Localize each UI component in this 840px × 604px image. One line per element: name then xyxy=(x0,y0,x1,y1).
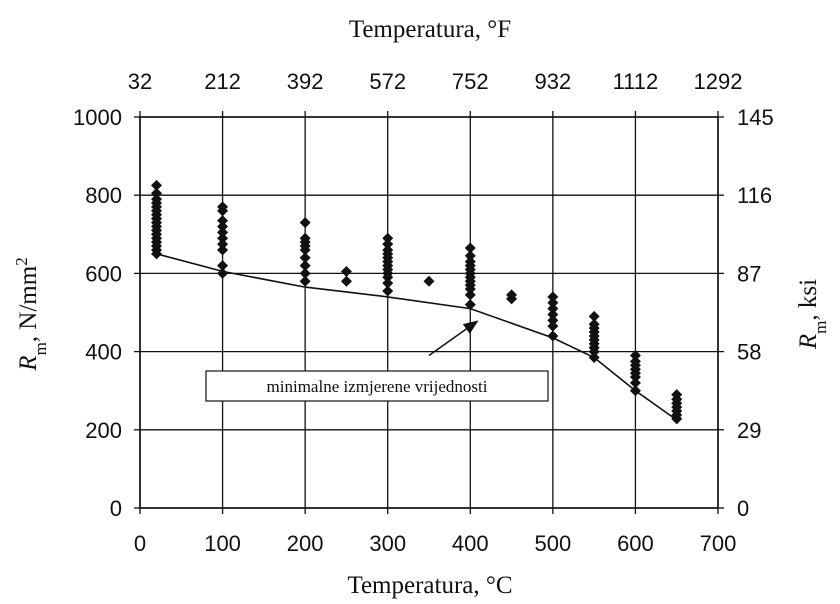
annotation-arrow-line xyxy=(428,328,467,357)
data-point xyxy=(217,232,229,244)
left-axis-title: Rm, N/mm2 xyxy=(12,257,50,371)
x-top-tick-label: 392 xyxy=(287,69,324,94)
data-point xyxy=(382,232,394,244)
x-top-tick-label: 1112 xyxy=(613,69,659,94)
data-point xyxy=(299,260,311,272)
x-top-tick-label: 752 xyxy=(452,69,489,94)
data-point xyxy=(588,346,600,358)
data-point xyxy=(629,371,641,383)
data-point xyxy=(547,303,559,315)
x-tick-label: 700 xyxy=(700,531,737,556)
annotation-arrowhead xyxy=(462,320,479,334)
y-tick-label: 0 xyxy=(110,496,122,521)
data-point xyxy=(588,310,600,322)
data-point xyxy=(340,265,352,277)
data-point xyxy=(629,377,641,389)
y-right-tick-label: 116 xyxy=(737,183,772,208)
x-tick-label: 500 xyxy=(534,531,571,556)
x-tick-label: 400 xyxy=(452,531,489,556)
data-point xyxy=(547,330,559,342)
grid xyxy=(134,111,724,514)
data-point xyxy=(217,267,229,279)
data-point xyxy=(382,277,394,289)
data-point xyxy=(547,291,559,303)
data-point xyxy=(588,351,600,363)
x-tick-label: 100 xyxy=(204,531,241,556)
y-right-tick-label: 0 xyxy=(737,496,749,521)
y-right-tick-label: 145 xyxy=(737,105,774,130)
data-point xyxy=(217,238,229,250)
plot-frame xyxy=(139,116,719,509)
x-top-tick-label: 1292 xyxy=(694,69,743,94)
y-tick-label: 600 xyxy=(85,261,122,286)
y-right-tick-label: 87 xyxy=(737,261,761,286)
data-point xyxy=(423,275,435,287)
x-tick-label: 300 xyxy=(369,531,406,556)
data-point xyxy=(382,238,394,250)
data-point xyxy=(464,283,476,295)
right-axis-title: Rm, ksi xyxy=(795,279,830,350)
x-top-tick-label: 572 xyxy=(369,69,406,94)
series xyxy=(151,179,683,425)
data-point xyxy=(671,413,683,425)
tick-labels: 0 100 200 300 400 500 600 700 32 212 392 572 752 932 1… xyxy=(73,69,774,556)
data-point xyxy=(151,187,163,199)
annotation-text: minimalne izmjerene vrijednosti xyxy=(267,377,488,396)
data-point xyxy=(217,215,229,227)
data-point xyxy=(547,320,559,332)
x-top-tick-label: 212 xyxy=(204,69,241,94)
data-point xyxy=(217,220,229,232)
data-point xyxy=(299,267,311,279)
data-point xyxy=(629,385,641,397)
data-point xyxy=(464,250,476,262)
data-point xyxy=(151,179,163,191)
data-point xyxy=(151,248,163,260)
y-right-tick-label: 58 xyxy=(737,340,761,365)
data-point xyxy=(217,244,229,256)
y-tick-label: 400 xyxy=(85,340,122,365)
x-top-tick-label: 932 xyxy=(534,69,571,94)
data-point xyxy=(464,242,476,254)
bottom-axis-title: Temperatura, °C xyxy=(347,572,512,599)
y-tick-label: 800 xyxy=(85,183,122,208)
data-point xyxy=(464,299,476,311)
data-point xyxy=(217,260,229,272)
data-point xyxy=(299,252,311,264)
x-tick-label: 200 xyxy=(287,531,324,556)
data-point xyxy=(547,308,559,320)
x-top-tick-label: 32 xyxy=(128,69,152,94)
data-point xyxy=(299,275,311,287)
data-point xyxy=(629,350,641,362)
data-point xyxy=(340,275,352,287)
data-point xyxy=(382,271,394,283)
data-point xyxy=(547,314,559,326)
data-point xyxy=(464,289,476,301)
top-axis-title: Temperatura, °F xyxy=(349,16,511,43)
data-point xyxy=(217,205,229,217)
data-point xyxy=(299,244,311,256)
data-point xyxy=(547,297,559,309)
data-point xyxy=(299,217,311,229)
y-tick-label: 1000 xyxy=(73,105,122,130)
annotation: minimalne izmjerene vrijednosti xyxy=(205,370,549,402)
y-right-tick-label: 29 xyxy=(737,418,761,443)
x-tick-label: 0 xyxy=(134,531,146,556)
annotation-box xyxy=(205,370,549,402)
data-point xyxy=(506,293,518,305)
data-point xyxy=(217,226,229,238)
x-tick-label: 600 xyxy=(617,531,654,556)
data-point xyxy=(382,285,394,297)
y-tick-label: 200 xyxy=(85,418,122,443)
